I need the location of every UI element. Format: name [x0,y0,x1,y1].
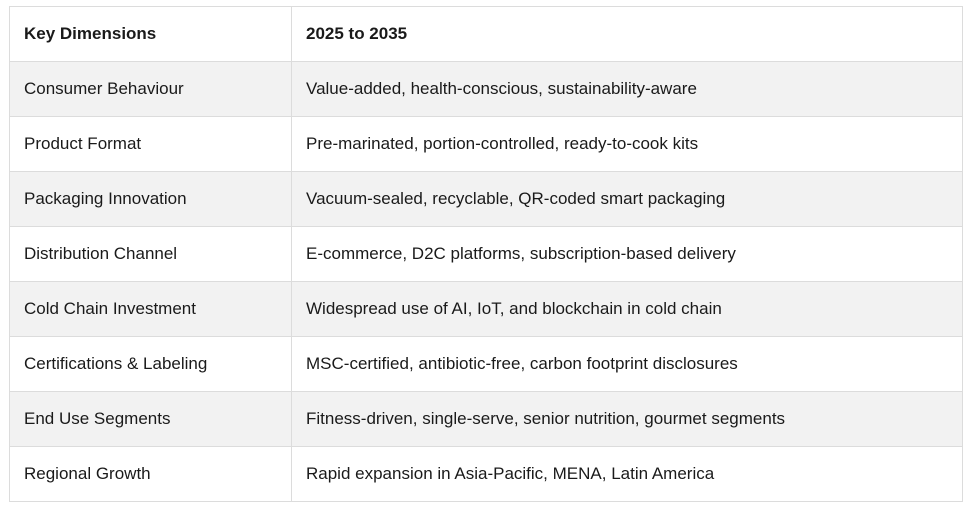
table-row: Certifications & Labeling MSC-certified,… [9,336,963,392]
row-label: Consumer Behaviour [9,61,292,117]
table-row: Product Format Pre-marinated, portion-co… [9,116,963,172]
row-value: Vacuum-sealed, recyclable, QR-coded smar… [291,171,963,227]
table-row: Regional Growth Rapid expansion in Asia-… [9,446,963,502]
row-label: Cold Chain Investment [9,281,292,337]
table-row: Distribution Channel E-commerce, D2C pla… [9,226,963,282]
row-label: Product Format [9,116,292,172]
row-value: Pre-marinated, portion-controlled, ready… [291,116,963,172]
row-label: Certifications & Labeling [9,336,292,392]
header-row: Key Dimensions 2025 to 2035 [9,6,963,62]
row-label: Packaging Innovation [9,171,292,227]
row-value: Rapid expansion in Asia-Pacific, MENA, L… [291,446,963,502]
table-container: Key Dimensions 2025 to 2035 Consumer Beh… [9,6,963,502]
row-label: Distribution Channel [9,226,292,282]
row-value: Fitness-driven, single-serve, senior nut… [291,391,963,447]
row-value: E-commerce, D2C platforms, subscription-… [291,226,963,282]
row-label: Regional Growth [9,446,292,502]
dimensions-table: Key Dimensions 2025 to 2035 Consumer Beh… [9,6,963,502]
row-value: Value-added, health-conscious, sustainab… [291,61,963,117]
table-row: End Use Segments Fitness-driven, single-… [9,391,963,447]
table-row: Packaging Innovation Vacuum-sealed, recy… [9,171,963,227]
table-row: Consumer Behaviour Value-added, health-c… [9,61,963,117]
row-value: Widespread use of AI, IoT, and blockchai… [291,281,963,337]
header-period: 2025 to 2035 [291,6,963,62]
header-key-dimensions: Key Dimensions [9,6,292,62]
table-row: Cold Chain Investment Widespread use of … [9,281,963,337]
row-value: MSC-certified, antibiotic-free, carbon f… [291,336,963,392]
row-label: End Use Segments [9,391,292,447]
